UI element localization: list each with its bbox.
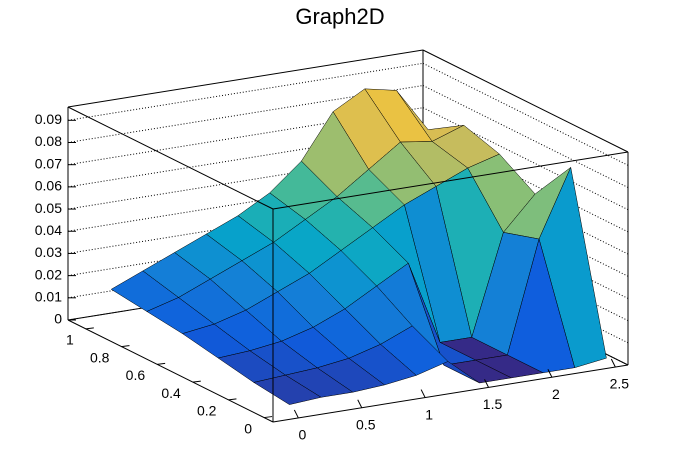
x-tick [610, 358, 616, 368]
z-tick-label: 0.06 [35, 178, 62, 194]
box-edge [272, 151, 629, 210]
y-tick [264, 416, 273, 419]
y-tick [228, 398, 237, 401]
y-tick-label: 1 [66, 332, 74, 348]
y-tick [85, 327, 94, 330]
y-tick-label: 0.2 [197, 403, 217, 419]
x-tick-label: 1.5 [483, 396, 503, 412]
grid-line [422, 107, 629, 211]
y-tick-label: 0.6 [126, 367, 146, 383]
x-tick [547, 368, 553, 378]
surface-cell [253, 374, 322, 405]
y-tick-label: 0 [244, 420, 252, 436]
y-tick [121, 345, 130, 348]
box-edge [272, 364, 629, 423]
x-tick [357, 399, 363, 408]
y-tick-label: 0.8 [90, 349, 110, 365]
z-tick-label: 0.01 [35, 289, 62, 305]
z-tick-label: 0.08 [35, 133, 62, 149]
grid-line [422, 129, 629, 233]
x-tick-label: 2 [552, 386, 560, 402]
y-tick [157, 362, 166, 365]
grid-line [422, 85, 629, 188]
x-tick-label: 0.5 [356, 416, 376, 432]
x-tick-label: 0 [298, 427, 306, 443]
z-tick-label: 0.03 [35, 244, 62, 260]
x-tick [484, 379, 489, 388]
z-tick-label: 0.02 [35, 266, 62, 282]
box-edge [67, 49, 424, 108]
x-tick-label: 1 [425, 406, 433, 422]
z-tick-label: 0.09 [35, 111, 62, 127]
x-tick [420, 389, 426, 398]
x-tick-label: 2.5 [610, 376, 630, 392]
grid-line [422, 62, 629, 166]
chart-title: Graph2D [295, 4, 384, 29]
z-tick-label: 0.07 [35, 155, 62, 171]
box-edge [67, 319, 274, 423]
z-tick-label: 0.04 [35, 222, 62, 238]
y-tick [192, 380, 201, 383]
box-edge [67, 106, 274, 210]
box-edge [422, 49, 629, 153]
y-tick-label: 0.4 [161, 385, 181, 401]
z-tick-label: 0.05 [35, 200, 62, 216]
x-tick [293, 409, 299, 419]
z-tick-label: 0 [54, 311, 62, 327]
